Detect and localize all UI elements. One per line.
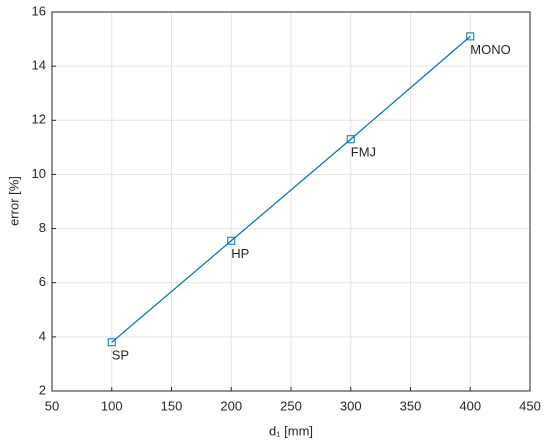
series-line [111, 35, 471, 343]
y-tick-label: 6 [39, 274, 46, 289]
x-axis-label: d₁ [mm] [269, 423, 313, 438]
y-tick-label: 16 [32, 3, 46, 18]
plot-frame [51, 11, 531, 392]
x-tick-label: 200 [220, 398, 242, 413]
marker [466, 32, 475, 41]
y-tick-label: 14 [32, 58, 46, 73]
y-tick-label: 10 [32, 166, 46, 181]
marker [107, 338, 116, 347]
x-tick-label: 250 [280, 398, 302, 413]
x-tick-label: 400 [459, 398, 481, 413]
y-tick-label: 12 [32, 112, 46, 127]
x-tick-label: 350 [400, 398, 422, 413]
y-tick-label: 8 [39, 220, 46, 235]
y-axis-label: error [%] [6, 176, 21, 226]
marker [227, 236, 236, 245]
x-tick-label: 50 [45, 398, 59, 413]
x-tick-label: 150 [161, 398, 183, 413]
point-label: SP [112, 348, 129, 363]
point-label: MONO [470, 42, 510, 57]
x-tick-label: 100 [101, 398, 123, 413]
point-label: FMJ [351, 145, 376, 160]
x-tick-label: 450 [519, 398, 541, 413]
x-tick-label: 300 [340, 398, 362, 413]
y-tick-label: 2 [39, 382, 46, 397]
marker [346, 135, 355, 144]
y-tick-label: 4 [39, 328, 46, 343]
point-label: HP [231, 246, 249, 261]
